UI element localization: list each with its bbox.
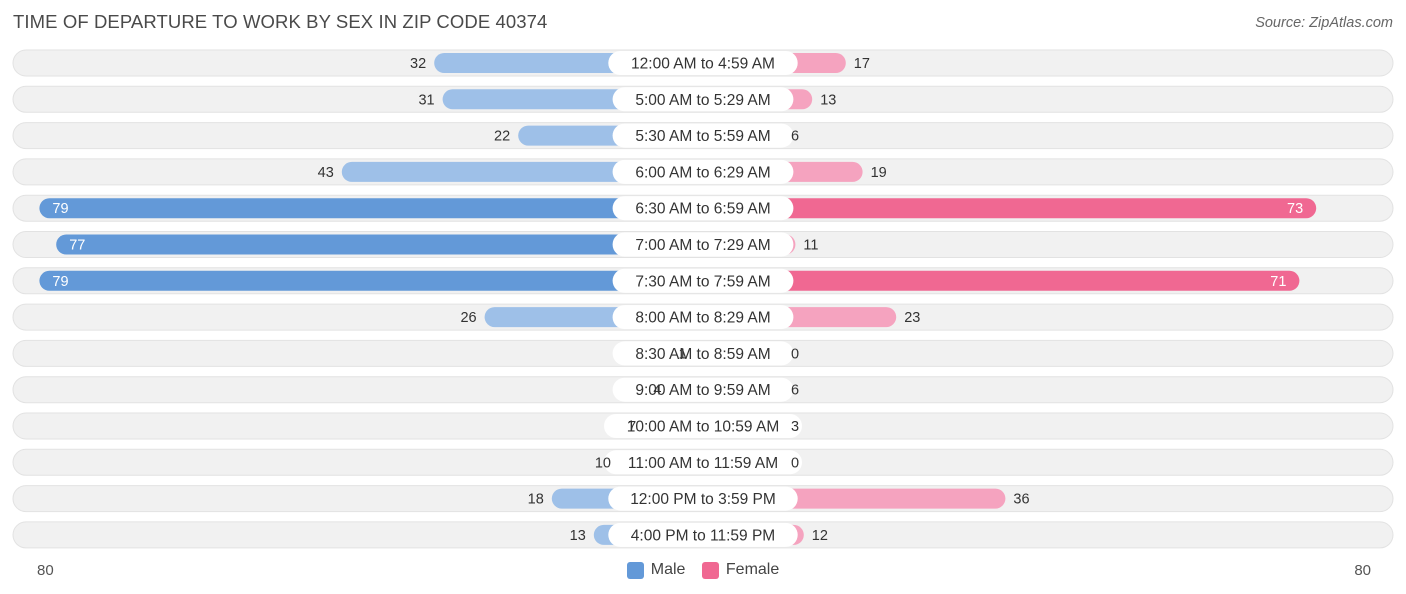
bar-male [39,270,713,291]
value-label-female: 13 [820,92,836,108]
value-label-male: 10 [595,455,611,471]
value-label-female: 17 [854,56,870,72]
value-label-female: 0 [791,346,799,362]
value-label-female: 12 [812,528,828,544]
category-label: 7:00 AM to 7:29 AM [635,237,770,254]
value-label-male: 13 [570,528,586,544]
value-label-female: 36 [1013,492,1029,508]
legend-item-male: Male [626,561,686,579]
chart-source: Source: ZipAtlas.com [1255,15,1393,31]
value-label-female: 11 [803,238,818,254]
value-label-female: 73 [1287,201,1303,217]
value-label-male: 22 [494,129,510,145]
category-label: 5:00 AM to 5:29 AM [635,92,770,109]
category-pill [604,450,802,475]
category-pill [608,522,798,547]
category-pill [612,341,794,366]
value-label-female: 3 [791,419,799,435]
category-label: 6:30 AM to 6:59 AM [635,201,770,218]
category-pill [612,87,794,112]
axis-label-right: 80 [1354,562,1371,579]
value-label-male: 18 [528,492,544,508]
value-label-male: 32 [410,56,426,72]
category-pill [612,196,794,221]
value-label-male: 4 [653,383,661,399]
category-label: 10:00 AM to 10:59 AM [627,419,780,436]
chart-title: TIME OF DEPARTURE TO WORK BY SEX IN ZIP … [13,11,548,32]
value-label-male: 7 [628,419,636,435]
category-pill [612,268,794,293]
bar-male [39,198,713,219]
legend-label-female: Female [725,561,780,578]
category-label: 8:30 AM to 8:59 AM [635,346,770,363]
value-label-female: 19 [871,165,887,181]
axis-label-left: 80 [37,562,54,579]
legend-label-male: Male [650,561,686,578]
category-label: 9:00 AM to 9:59 AM [635,382,770,399]
legend: Male Female [0,561,1406,584]
category-label: 4:00 PM to 11:59 PM [631,527,775,544]
value-label-female: 6 [791,383,799,399]
category-pill [612,305,794,330]
category-label: 7:30 AM to 7:59 AM [635,273,770,290]
category-pill [608,486,798,511]
value-label-female: 0 [791,455,799,471]
category-pill [612,377,794,402]
category-pill [612,159,794,184]
category-pill [608,51,798,75]
category-label: 12:00 PM to 3:59 PM [630,491,776,508]
legend-item-female: Female [701,561,780,579]
value-label-female: 6 [791,129,799,145]
value-label-male: 1 [679,346,687,362]
category-label: 8:00 AM to 8:29 AM [635,310,770,327]
category-label: 6:00 AM to 6:29 AM [635,164,770,181]
category-label: 12:00 AM to 4:59 AM [631,56,775,73]
value-label-male: 31 [418,92,434,108]
value-label-female: 23 [904,310,920,326]
value-label-male: 26 [460,310,476,326]
category-label: 5:30 AM to 5:59 AM [635,128,770,145]
value-label-male: 77 [69,238,85,254]
category-pill [612,123,794,148]
value-label-male: 43 [318,165,334,181]
bar-female [693,198,1317,219]
value-label-female: 71 [1270,274,1286,290]
legend-swatch-female [701,561,719,579]
category-label: 11:00 AM to 11:59 AM [628,455,778,472]
bar-male [56,234,713,255]
category-pill [612,232,794,257]
legend-swatch-male [626,561,644,579]
bar-female [693,270,1300,291]
value-label-male: 79 [52,201,68,217]
category-pill [604,414,802,438]
value-label-male: 79 [52,274,68,290]
